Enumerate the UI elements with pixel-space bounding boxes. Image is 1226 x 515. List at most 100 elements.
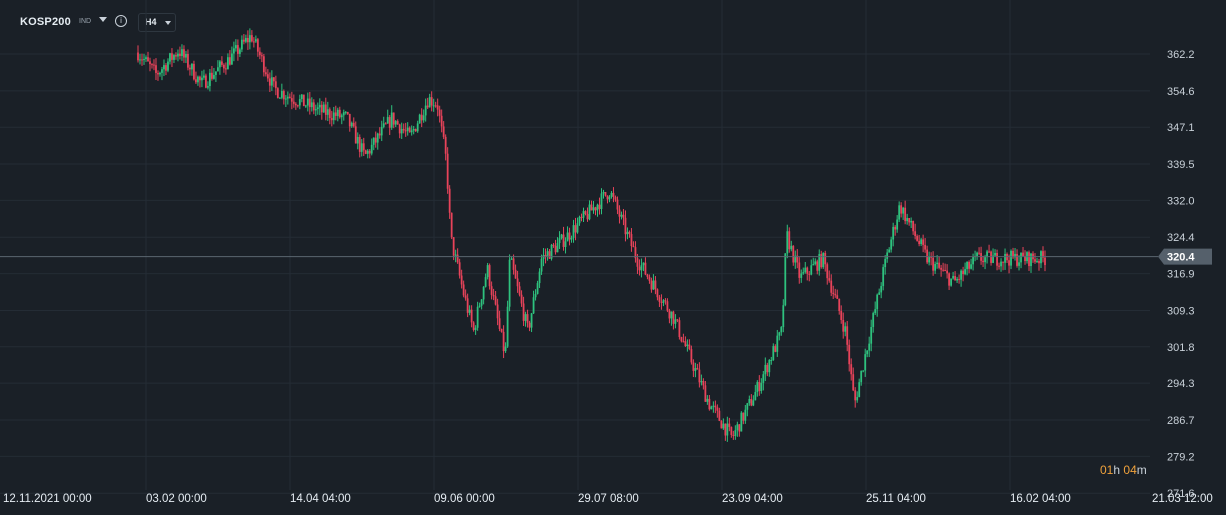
candle-body xyxy=(682,341,685,343)
candle-body xyxy=(926,249,929,263)
candle-body xyxy=(666,301,669,311)
candle-body xyxy=(782,305,785,328)
candle-body xyxy=(227,57,229,70)
candle-body xyxy=(175,55,177,57)
candle-body xyxy=(622,214,625,218)
candle-body xyxy=(492,294,495,297)
candle-body xyxy=(189,67,191,70)
candle-body xyxy=(952,276,955,279)
candle-body xyxy=(776,335,779,352)
candle-body xyxy=(780,327,783,333)
candle-body xyxy=(1030,253,1032,267)
candle-body xyxy=(880,286,883,293)
candle-body xyxy=(424,105,427,116)
candle-body xyxy=(430,97,433,106)
candle-body xyxy=(950,278,953,286)
candle-body xyxy=(408,127,411,133)
candle-body xyxy=(878,292,881,295)
candle-body xyxy=(662,300,665,303)
candle-body xyxy=(972,256,974,265)
candle-body xyxy=(524,314,527,321)
candle-body xyxy=(195,79,197,83)
candle-body xyxy=(704,385,707,402)
candle-body xyxy=(812,264,815,266)
candle-body xyxy=(416,123,419,132)
candle-body xyxy=(276,88,279,98)
candle-body xyxy=(592,207,595,211)
candle-body xyxy=(684,341,687,347)
candle-body xyxy=(358,136,361,152)
candle-body xyxy=(456,254,459,263)
candle-body xyxy=(796,255,799,263)
symbol-dropdown-icon[interactable] xyxy=(99,17,107,22)
candle-body xyxy=(794,255,797,263)
candle-body xyxy=(452,237,455,256)
candle-body xyxy=(670,311,673,319)
candle-body xyxy=(806,267,809,274)
candle-body xyxy=(554,245,557,253)
y-tick-label: 294.3 xyxy=(1167,378,1195,390)
candle-body xyxy=(890,239,893,250)
candle-body xyxy=(522,303,525,321)
x-tick-label: 25.11 04:00 xyxy=(866,493,926,505)
candle-body xyxy=(816,261,819,271)
candle-body xyxy=(236,45,239,54)
candle-body xyxy=(944,269,947,271)
candle-body xyxy=(736,424,739,431)
candle-body xyxy=(918,240,921,244)
x-tick-label: 21.03 12:00 xyxy=(1152,493,1213,505)
candle-body xyxy=(664,300,667,302)
candle-body xyxy=(201,77,203,81)
candle-body xyxy=(938,262,941,268)
candle-body xyxy=(690,349,693,363)
candle-body xyxy=(948,273,951,286)
candle-body xyxy=(1040,251,1042,264)
candle-body xyxy=(556,243,559,253)
candle-body xyxy=(296,105,299,107)
candle-body xyxy=(872,313,875,327)
candle-body xyxy=(628,231,631,235)
candle-body xyxy=(306,98,309,106)
candle-body xyxy=(714,405,717,408)
candle-body xyxy=(824,252,827,265)
candle-body xyxy=(177,53,179,57)
candle-body xyxy=(1028,252,1030,267)
candle-body xyxy=(866,350,869,355)
symbol-name[interactable]: KOSP200 xyxy=(20,16,71,28)
y-tick-label: 339.5 xyxy=(1167,159,1195,171)
candle-body xyxy=(848,344,851,365)
candle-body xyxy=(292,101,295,104)
candle-body xyxy=(462,284,465,296)
candle-body xyxy=(228,57,231,65)
current-price-label: 320.4 xyxy=(1167,252,1195,264)
candle-body xyxy=(390,112,393,128)
y-tick-label: 279.2 xyxy=(1167,451,1195,463)
candle-body xyxy=(636,258,639,267)
candle-body xyxy=(822,252,825,268)
candle-body xyxy=(352,122,355,127)
candle-body xyxy=(191,63,193,70)
candle-body xyxy=(758,382,761,391)
candle-body xyxy=(484,277,487,287)
candle-body xyxy=(362,143,365,151)
candle-body xyxy=(240,39,243,50)
candle-body xyxy=(298,99,301,106)
candle-body xyxy=(928,256,931,263)
candle-body xyxy=(436,105,439,110)
candle-body xyxy=(248,35,251,43)
candle-body xyxy=(340,115,343,118)
candle-body xyxy=(800,273,803,278)
candle-body xyxy=(526,314,529,323)
info-icon[interactable]: i xyxy=(115,15,127,27)
candle-body xyxy=(914,231,917,237)
candle-body xyxy=(742,412,745,421)
candle-body xyxy=(940,267,943,270)
timeframe-selector[interactable]: H4 xyxy=(138,13,176,32)
candle-body xyxy=(382,123,385,127)
candle-body xyxy=(808,273,811,275)
candle-body xyxy=(726,423,729,436)
candle-body xyxy=(410,130,413,133)
candle-body xyxy=(370,144,373,154)
candle-body xyxy=(828,278,831,281)
